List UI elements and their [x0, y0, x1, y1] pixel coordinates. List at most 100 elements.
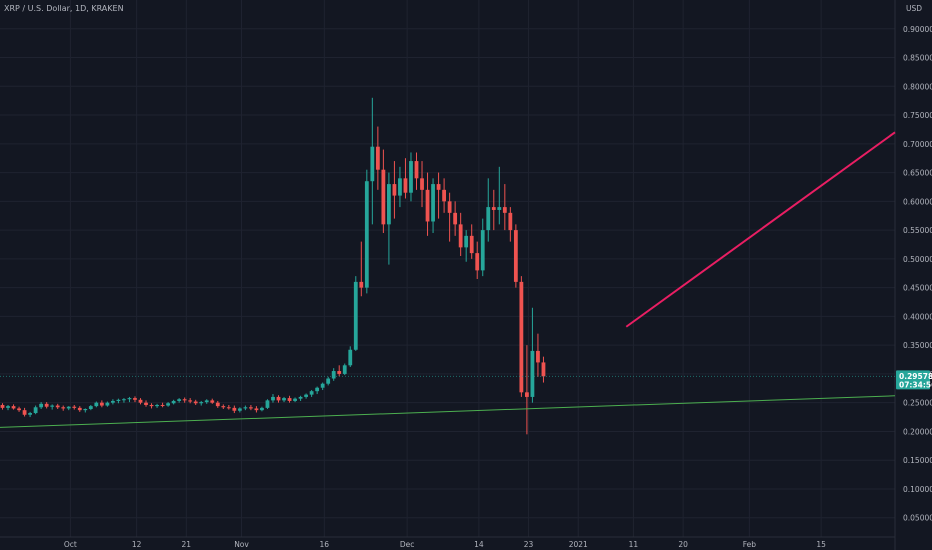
candle-body — [502, 207, 507, 213]
candle-body — [265, 400, 270, 408]
candle-body — [398, 178, 402, 196]
candle-body — [243, 407, 248, 409]
candle-body — [370, 146, 375, 182]
candle-body — [193, 401, 198, 404]
candle-body — [138, 399, 143, 403]
x-tick-label: Oct — [64, 540, 77, 549]
candles — [0, 97, 546, 435]
candle-body — [425, 189, 430, 222]
candle-body — [215, 402, 220, 407]
candle-body — [6, 406, 10, 408]
candle-body — [431, 184, 435, 222]
time-axis[interactable]: Oct 12 21 Nov 16 Dec 14 23 2021 11 20 Feb 15 — [64, 540, 826, 549]
trend-line[interactable] — [625, 131, 896, 328]
candle-body — [188, 400, 193, 402]
candle-body — [271, 396, 275, 401]
candle-body — [210, 400, 215, 403]
candle-body — [28, 413, 32, 415]
candle-body — [160, 404, 165, 406]
candle-body — [133, 398, 137, 400]
y-tick-label: 0.65000 — [903, 169, 932, 178]
candle-body — [0, 404, 5, 408]
y-tick-label: 0.85000 — [903, 54, 932, 63]
candle-body — [237, 408, 242, 411]
candle-body — [33, 407, 38, 414]
y-tick-label: 0.55000 — [903, 226, 932, 235]
candle-body — [298, 396, 303, 399]
x-tick-label: 21 — [182, 540, 192, 549]
candle-body — [149, 404, 154, 407]
y-tick-label: 0.15000 — [903, 456, 932, 465]
x-tick-label: 14 — [474, 540, 484, 549]
candle-body — [66, 406, 71, 409]
candle-body — [414, 161, 419, 179]
candle-body — [293, 398, 297, 401]
x-tick-label: 20 — [678, 540, 688, 549]
candle-body — [348, 349, 353, 366]
y-tick-label: 0.75000 — [903, 111, 932, 120]
candle-body — [249, 407, 253, 409]
candle-body — [122, 399, 126, 401]
candle-body — [513, 230, 518, 282]
candle-body — [111, 400, 115, 403]
x-tick-label: 16 — [320, 540, 330, 549]
y-tick-label: 0.70000 — [903, 140, 932, 149]
candle-body — [116, 399, 121, 401]
candle-body — [475, 253, 480, 271]
candle-body — [458, 224, 463, 248]
candle-body — [497, 207, 502, 210]
candle-body — [171, 400, 176, 404]
y-tick-label: 0.35000 — [903, 341, 932, 350]
candle-body — [525, 392, 529, 397]
candle-body — [420, 178, 424, 190]
candle-body — [17, 408, 21, 411]
candle-body — [199, 402, 204, 404]
y-tick-label: 0.05000 — [903, 514, 932, 523]
candle-body — [282, 398, 286, 401]
currency-label: USD — [906, 4, 922, 13]
candle-body — [364, 181, 369, 288]
candle-body — [442, 189, 446, 202]
x-tick-label: Nov — [234, 540, 249, 549]
chart-title: XRP / U.S. Dollar, 1D, KRAKEN — [4, 4, 124, 13]
candle-body — [155, 404, 159, 407]
price-axis[interactable]: 0.90000 0.85000 0.80000 0.75000 0.70000 0.650… — [903, 25, 932, 523]
y-tick-label: 0.90000 — [903, 25, 932, 34]
candle-body — [44, 403, 49, 407]
y-tick-label: 0.45000 — [903, 284, 932, 293]
candle-body — [11, 406, 16, 409]
candle-body — [359, 281, 364, 288]
candle-body — [204, 400, 209, 403]
support-line[interactable] — [0, 395, 896, 428]
candle-body — [381, 169, 386, 225]
candle-body — [105, 402, 110, 406]
candle-body — [375, 146, 380, 170]
candle-body — [177, 399, 182, 401]
y-tick-label: 0.10000 — [903, 485, 932, 494]
candle-body — [447, 201, 452, 213]
x-tick-label: Feb — [743, 540, 757, 549]
candle-body — [315, 387, 320, 392]
candle-body — [72, 406, 77, 408]
candle-body — [22, 410, 27, 415]
candle-body — [342, 365, 347, 374]
candle-body — [464, 235, 469, 248]
x-tick-label: 12 — [132, 540, 142, 549]
candle-body — [55, 405, 60, 408]
candle-body — [166, 403, 170, 406]
x-tick-label: 2021 — [569, 540, 588, 549]
candle-body — [304, 394, 308, 397]
candle-body — [50, 405, 55, 407]
candle-body — [260, 407, 264, 411]
x-tick-label: 11 — [629, 540, 639, 549]
y-tick-label: 0.50000 — [903, 255, 932, 264]
candle-body — [287, 398, 292, 401]
x-tick-label: 23 — [524, 540, 534, 549]
candle-body — [254, 408, 259, 411]
candle-body — [88, 406, 93, 410]
candle-body — [127, 398, 132, 400]
candle-body — [387, 184, 391, 225]
candle-body — [436, 184, 441, 190]
